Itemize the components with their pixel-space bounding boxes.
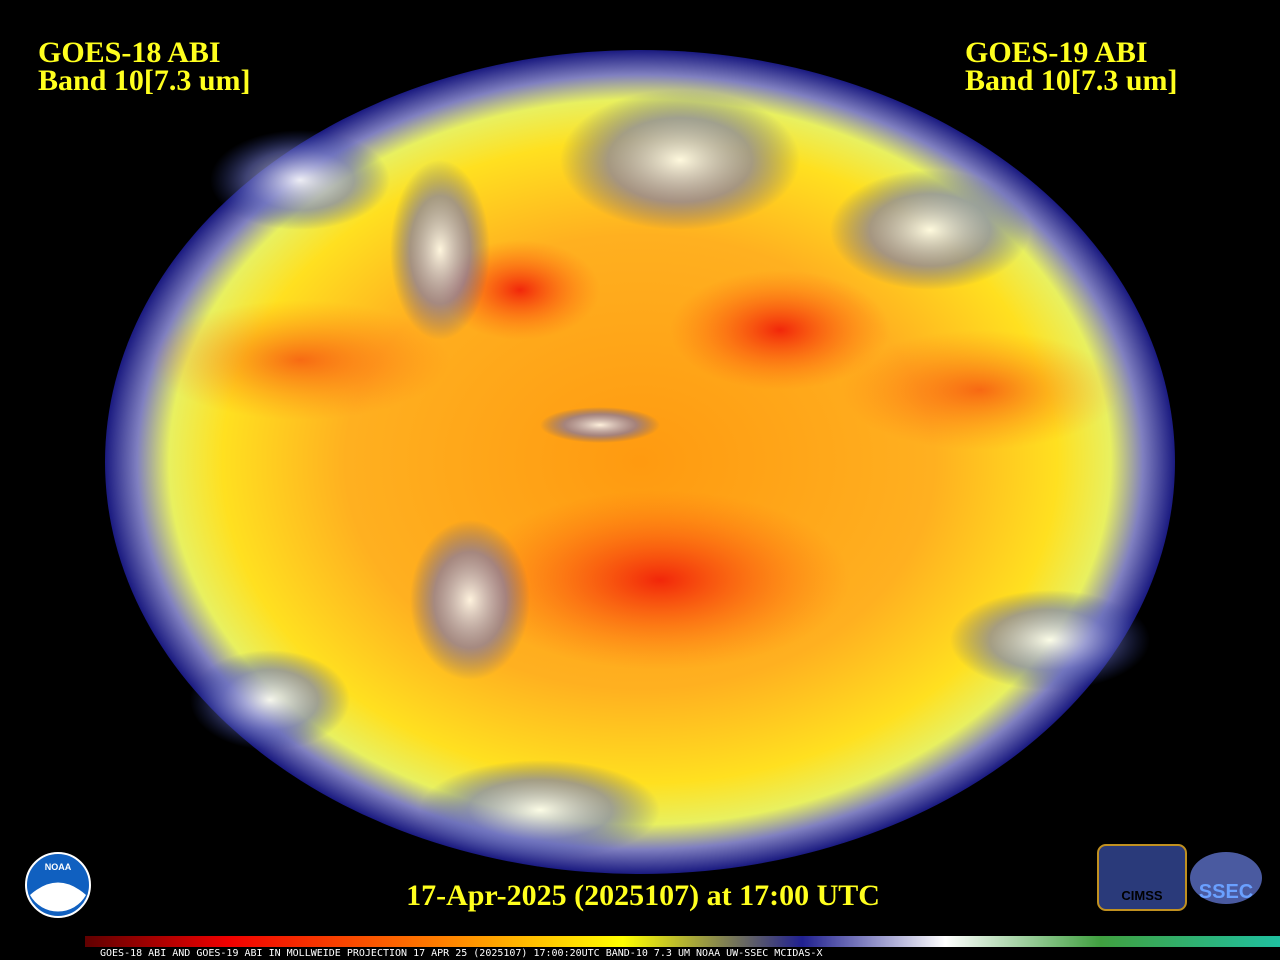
- cimss-logo: CIMSS: [1097, 844, 1187, 911]
- footer-caption: GOES-18 ABI AND GOES-19 ABI IN MOLLWEIDE…: [100, 948, 822, 959]
- color-bar: [85, 936, 1280, 947]
- left-label: Band 10[7.3 um]: [38, 64, 251, 97]
- water-vapor-features: [150, 90, 1150, 860]
- ssec-logo: SSEC: [1190, 852, 1262, 904]
- logo-text: CIMSS: [1121, 888, 1163, 903]
- right-label: GOES-19 ABI: [965, 36, 1148, 69]
- right-label: Band 10[7.3 um]: [965, 64, 1178, 97]
- logo-text: SSEC: [1199, 881, 1253, 903]
- noaa-logo: NOAA: [25, 852, 91, 918]
- timestamp: 17-Apr-2025 (2025107) at 17:00 UTC: [406, 879, 880, 912]
- left-label: GOES-18 ABI: [38, 36, 221, 69]
- logo-text: NOAA: [45, 862, 72, 872]
